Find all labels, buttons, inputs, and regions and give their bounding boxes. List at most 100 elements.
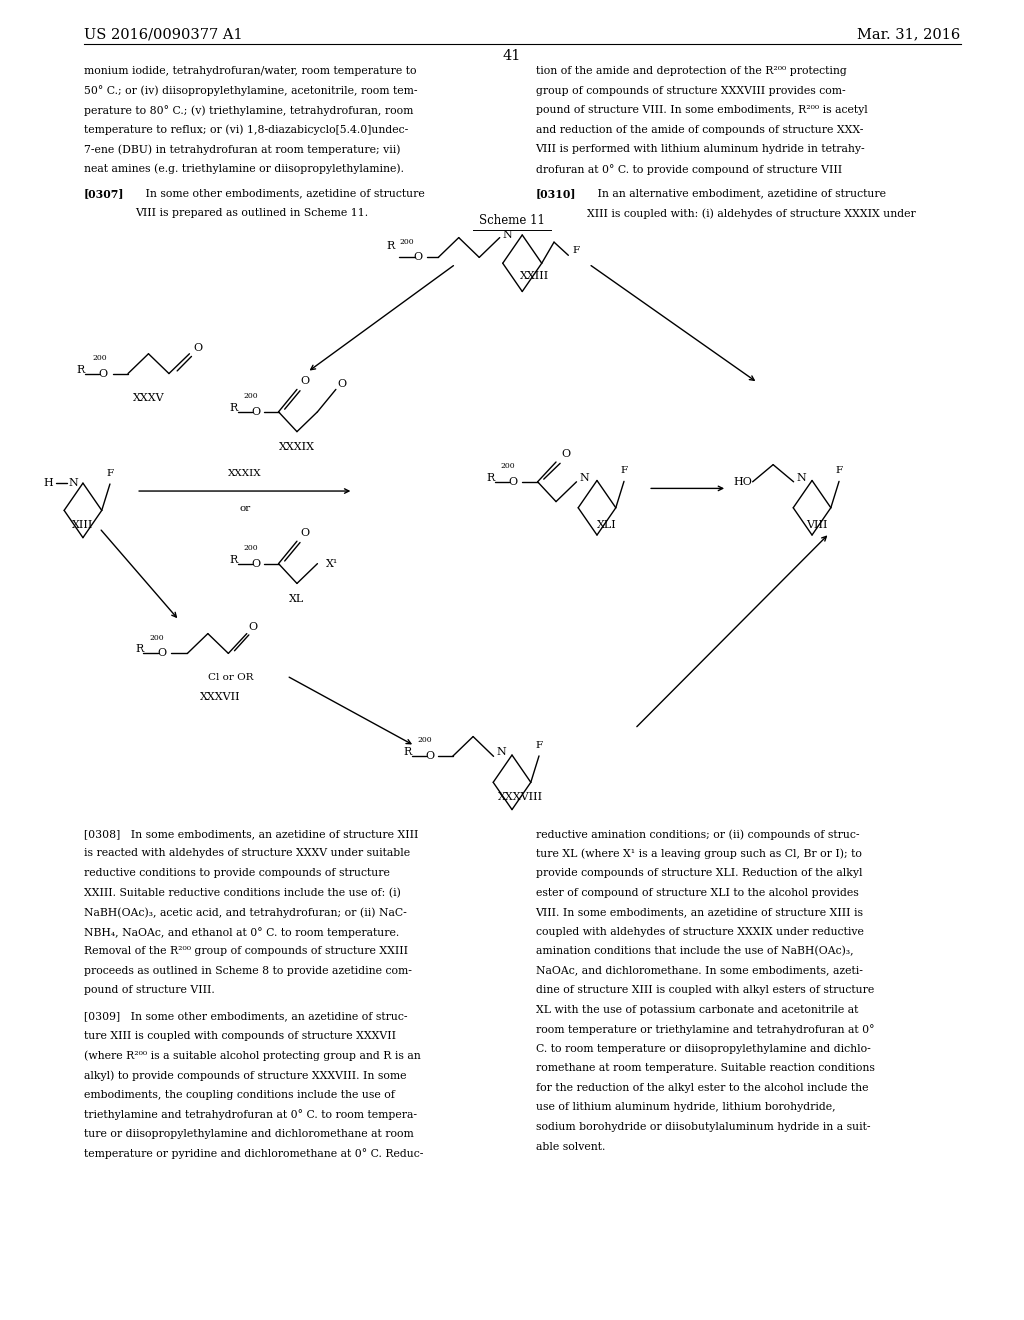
Text: or: or — [240, 504, 250, 513]
Text: 200: 200 — [244, 544, 258, 552]
Text: provide compounds of structure XLI. Reduction of the alkyl: provide compounds of structure XLI. Redu… — [536, 869, 862, 878]
Text: N: N — [502, 230, 512, 240]
Text: O: O — [301, 528, 309, 539]
Text: and reduction of the amide of compounds of structure XXX-: and reduction of the amide of compounds … — [536, 124, 863, 135]
Text: VIII: VIII — [807, 520, 827, 531]
Text: C. to room temperature or diisopropylethylamine and dichlo-: C. to room temperature or diisopropyleth… — [536, 1044, 870, 1053]
Text: able solvent.: able solvent. — [536, 1142, 605, 1151]
Text: NBH₄, NaOAc, and ethanol at 0° C. to room temperature.: NBH₄, NaOAc, and ethanol at 0° C. to roo… — [84, 927, 399, 937]
Text: O: O — [249, 622, 257, 632]
Text: [0309]   In some other embodiments, an azetidine of struc-: [0309] In some other embodiments, an aze… — [84, 1011, 408, 1022]
Text: XLI: XLI — [597, 520, 617, 531]
Text: alkyl) to provide compounds of structure XXXVIII. In some: alkyl) to provide compounds of structure… — [84, 1071, 407, 1081]
Text: 7-ene (DBU) in tetrahydrofuran at room temperature; vii): 7-ene (DBU) in tetrahydrofuran at room t… — [84, 144, 400, 154]
Text: monium iodide, tetrahydrofuran/water, room temperature to: monium iodide, tetrahydrofuran/water, ro… — [84, 66, 417, 77]
Text: O: O — [158, 648, 166, 659]
Text: F: F — [572, 246, 580, 255]
Text: R: R — [386, 240, 394, 251]
Text: triethylamine and tetrahydrofuran at 0° C. to room tempera-: triethylamine and tetrahydrofuran at 0° … — [84, 1109, 417, 1119]
Text: reductive amination conditions; or (ii) compounds of struc-: reductive amination conditions; or (ii) … — [536, 829, 859, 840]
Text: O: O — [414, 252, 422, 263]
Text: 200: 200 — [501, 462, 515, 470]
Text: temperature to reflux; or (vi) 1,8-diazabicyclo[5.4.0]undec-: temperature to reflux; or (vi) 1,8-diaza… — [84, 124, 409, 135]
Text: dine of structure XIII is coupled with alkyl esters of structure: dine of structure XIII is coupled with a… — [536, 985, 873, 995]
Text: XL: XL — [290, 594, 304, 605]
Text: group of compounds of structure XXXVIII provides com-: group of compounds of structure XXXVIII … — [536, 86, 845, 95]
Text: pound of structure VIII. In some embodiments, R²⁰⁰ is acetyl: pound of structure VIII. In some embodim… — [536, 106, 867, 115]
Text: N: N — [797, 473, 807, 483]
Text: ester of compound of structure XLI to the alcohol provides: ester of compound of structure XLI to th… — [536, 887, 858, 898]
Text: room temperature or triethylamine and tetrahydrofuran at 0°: room temperature or triethylamine and te… — [536, 1024, 874, 1035]
Text: NaOAc, and dichloromethane. In some embodiments, azeti-: NaOAc, and dichloromethane. In some embo… — [536, 966, 862, 975]
Text: O: O — [562, 449, 570, 459]
Text: romethane at room temperature. Suitable reaction conditions: romethane at room temperature. Suitable … — [536, 1064, 874, 1073]
Text: O: O — [194, 343, 202, 354]
Text: XXXVII: XXXVII — [200, 692, 241, 702]
Text: R: R — [229, 403, 238, 413]
Text: XXXIX: XXXIX — [279, 442, 315, 453]
Text: 200: 200 — [92, 354, 106, 362]
Text: Scheme 11: Scheme 11 — [479, 214, 545, 227]
Text: R: R — [403, 747, 412, 758]
Text: HO: HO — [734, 477, 753, 487]
Text: N: N — [69, 478, 79, 488]
Text: (where R²⁰⁰ is a suitable alcohol protecting group and R is an: (where R²⁰⁰ is a suitable alcohol protec… — [84, 1051, 421, 1061]
Text: reductive conditions to provide compounds of structure: reductive conditions to provide compound… — [84, 869, 390, 878]
Text: coupled with aldehydes of structure XXXIX under reductive: coupled with aldehydes of structure XXXI… — [536, 927, 863, 937]
Text: F: F — [536, 741, 543, 750]
Text: NaBH(OAc)₃, acetic acid, and tetrahydrofuran; or (ii) NaC-: NaBH(OAc)₃, acetic acid, and tetrahydrof… — [84, 907, 407, 917]
Text: XXXIX: XXXIX — [228, 469, 261, 478]
Text: O: O — [99, 368, 108, 379]
Text: [0308]   In some embodiments, an azetidine of structure XIII: [0308] In some embodiments, an azetidine… — [84, 829, 419, 840]
Text: O: O — [338, 379, 346, 389]
Text: R: R — [135, 644, 143, 655]
Text: use of lithium aluminum hydride, lithium borohydride,: use of lithium aluminum hydride, lithium… — [536, 1102, 836, 1113]
Text: ture XL (where X¹ is a leaving group such as Cl, Br or I); to: ture XL (where X¹ is a leaving group suc… — [536, 849, 861, 859]
Text: 200: 200 — [418, 737, 432, 744]
Text: drofuran at 0° C. to provide compound of structure VIII: drofuran at 0° C. to provide compound of… — [536, 164, 842, 174]
Text: ture XIII is coupled with compounds of structure XXXVII: ture XIII is coupled with compounds of s… — [84, 1031, 396, 1041]
Text: 50° C.; or (iv) diisopropylethylamine, acetonitrile, room tem-: 50° C.; or (iv) diisopropylethylamine, a… — [84, 86, 418, 96]
Text: Cl or OR: Cl or OR — [208, 673, 253, 682]
Text: R: R — [229, 554, 238, 565]
Text: XL with the use of potassium carbonate and acetonitrile at: XL with the use of potassium carbonate a… — [536, 1005, 858, 1015]
Text: 41: 41 — [503, 49, 521, 63]
Text: 200: 200 — [150, 634, 164, 642]
Text: tion of the amide and deprotection of the R²⁰⁰ protecting: tion of the amide and deprotection of th… — [536, 66, 846, 77]
Text: R: R — [77, 364, 85, 375]
Text: XIII is coupled with: (i) aldehydes of structure XXXIX under: XIII is coupled with: (i) aldehydes of s… — [587, 209, 915, 219]
Text: 200: 200 — [399, 238, 414, 246]
Text: XXXV: XXXV — [133, 393, 164, 404]
Text: VIII is performed with lithium aluminum hydride in tetrahy-: VIII is performed with lithium aluminum … — [536, 144, 865, 154]
Text: O: O — [301, 376, 309, 387]
Text: ture or diisopropylethylamine and dichloromethane at room: ture or diisopropylethylamine and dichlo… — [84, 1129, 414, 1139]
Text: perature to 80° C.; (v) triethylamine, tetrahydrofuran, room: perature to 80° C.; (v) triethylamine, t… — [84, 106, 414, 116]
Text: N: N — [580, 473, 590, 483]
Text: sodium borohydride or diisobutylaluminum hydride in a suit-: sodium borohydride or diisobutylaluminum… — [536, 1122, 870, 1133]
Text: X¹: X¹ — [326, 558, 338, 569]
Text: F: F — [836, 466, 843, 475]
Text: N: N — [497, 747, 507, 758]
Text: is reacted with aldehydes of structure XXXV under suitable: is reacted with aldehydes of structure X… — [84, 849, 410, 858]
Text: [0307]: [0307] — [84, 189, 125, 199]
Text: VIII. In some embodiments, an azetidine of structure XIII is: VIII. In some embodiments, an azetidine … — [536, 907, 863, 917]
Text: Removal of the R²⁰⁰ group of compounds of structure XXIII: Removal of the R²⁰⁰ group of compounds o… — [84, 946, 408, 956]
Text: O: O — [426, 751, 434, 762]
Text: amination conditions that include the use of NaBH(OAc)₃,: amination conditions that include the us… — [536, 946, 853, 957]
Text: Mar. 31, 2016: Mar. 31, 2016 — [857, 28, 961, 42]
Text: VIII is prepared as outlined in Scheme 11.: VIII is prepared as outlined in Scheme 1… — [135, 209, 369, 218]
Text: US 2016/0090377 A1: US 2016/0090377 A1 — [84, 28, 243, 42]
Text: neat amines (e.g. triethylamine or diisopropylethylamine).: neat amines (e.g. triethylamine or diiso… — [84, 164, 403, 174]
Text: embodiments, the coupling conditions include the use of: embodiments, the coupling conditions inc… — [84, 1089, 395, 1100]
Text: In some other embodiments, azetidine of structure: In some other embodiments, azetidine of … — [135, 189, 425, 198]
Text: XXXVIII: XXXVIII — [498, 792, 543, 803]
Text: R: R — [486, 473, 495, 483]
Text: XXIII. Suitable reductive conditions include the use of: (i): XXIII. Suitable reductive conditions inc… — [84, 887, 400, 898]
Text: F: F — [621, 466, 628, 475]
Text: [0310]: [0310] — [536, 189, 577, 199]
Text: XXIII: XXIII — [520, 271, 549, 281]
Text: O: O — [509, 477, 517, 487]
Text: O: O — [252, 407, 260, 417]
Text: proceeds as outlined in Scheme 8 to provide azetidine com-: proceeds as outlined in Scheme 8 to prov… — [84, 966, 412, 975]
Text: temperature or pyridine and dichloromethane at 0° C. Reduc-: temperature or pyridine and dichlorometh… — [84, 1148, 423, 1159]
